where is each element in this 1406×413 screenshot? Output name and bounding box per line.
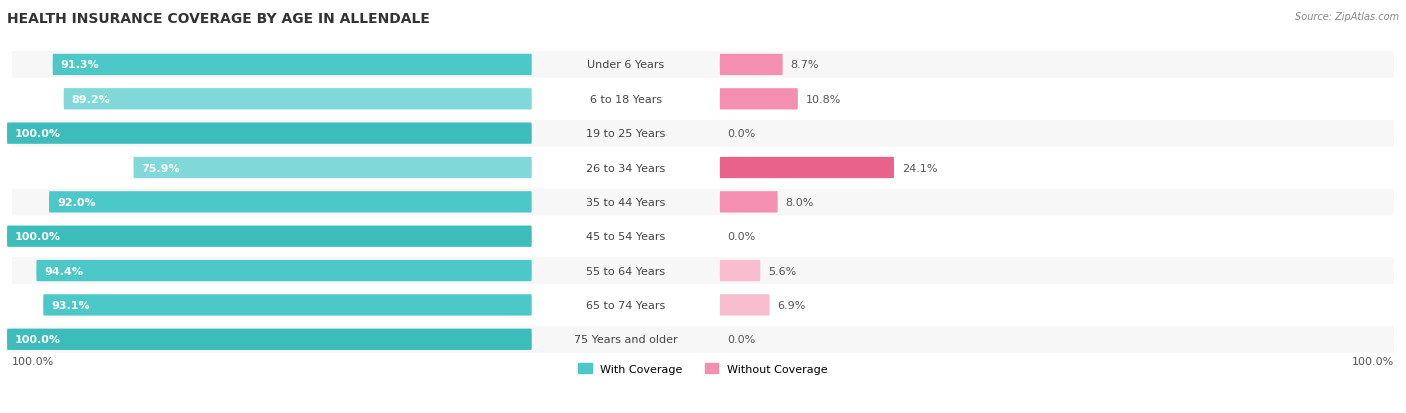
Text: HEALTH INSURANCE COVERAGE BY AGE IN ALLENDALE: HEALTH INSURANCE COVERAGE BY AGE IN ALLE…	[7, 12, 430, 26]
Text: 8.0%: 8.0%	[786, 197, 814, 207]
Text: 24.1%: 24.1%	[901, 163, 938, 173]
FancyBboxPatch shape	[720, 192, 778, 213]
FancyBboxPatch shape	[44, 294, 531, 316]
FancyBboxPatch shape	[13, 223, 1393, 250]
FancyBboxPatch shape	[13, 258, 1393, 284]
Text: Under 6 Years: Under 6 Years	[588, 60, 665, 70]
Text: Source: ZipAtlas.com: Source: ZipAtlas.com	[1295, 12, 1399, 22]
FancyBboxPatch shape	[720, 55, 783, 76]
FancyBboxPatch shape	[13, 121, 1393, 147]
FancyBboxPatch shape	[49, 192, 531, 213]
Text: 100.0%: 100.0%	[1351, 356, 1393, 366]
Text: 94.4%: 94.4%	[45, 266, 83, 276]
FancyBboxPatch shape	[7, 123, 531, 145]
Text: 6 to 18 Years: 6 to 18 Years	[589, 95, 662, 104]
FancyBboxPatch shape	[13, 86, 1393, 113]
Text: 93.1%: 93.1%	[51, 300, 90, 310]
Text: 10.8%: 10.8%	[806, 95, 841, 104]
Text: 0.0%: 0.0%	[728, 335, 756, 344]
FancyBboxPatch shape	[7, 226, 531, 247]
Text: 75.9%: 75.9%	[142, 163, 180, 173]
FancyBboxPatch shape	[63, 89, 531, 110]
Text: 100.0%: 100.0%	[15, 129, 60, 139]
Text: 100.0%: 100.0%	[15, 232, 60, 242]
Text: 0.0%: 0.0%	[728, 129, 756, 139]
FancyBboxPatch shape	[720, 89, 797, 110]
Text: 5.6%: 5.6%	[768, 266, 796, 276]
Text: 65 to 74 Years: 65 to 74 Years	[586, 300, 665, 310]
Text: 89.2%: 89.2%	[72, 95, 110, 104]
Text: 35 to 44 Years: 35 to 44 Years	[586, 197, 665, 207]
Text: 92.0%: 92.0%	[56, 197, 96, 207]
FancyBboxPatch shape	[13, 326, 1393, 353]
FancyBboxPatch shape	[13, 52, 1393, 78]
Text: 91.3%: 91.3%	[60, 60, 100, 70]
FancyBboxPatch shape	[13, 292, 1393, 318]
FancyBboxPatch shape	[13, 155, 1393, 181]
Text: 0.0%: 0.0%	[728, 232, 756, 242]
Text: 26 to 34 Years: 26 to 34 Years	[586, 163, 665, 173]
FancyBboxPatch shape	[37, 260, 531, 282]
Text: 100.0%: 100.0%	[13, 356, 55, 366]
Text: 6.9%: 6.9%	[778, 300, 806, 310]
Text: 8.7%: 8.7%	[790, 60, 820, 70]
Text: 19 to 25 Years: 19 to 25 Years	[586, 129, 665, 139]
FancyBboxPatch shape	[7, 329, 531, 350]
FancyBboxPatch shape	[720, 260, 761, 282]
Text: 55 to 64 Years: 55 to 64 Years	[586, 266, 665, 276]
Text: 75 Years and older: 75 Years and older	[574, 335, 678, 344]
Text: 45 to 54 Years: 45 to 54 Years	[586, 232, 665, 242]
FancyBboxPatch shape	[13, 189, 1393, 216]
FancyBboxPatch shape	[720, 157, 894, 179]
Text: 100.0%: 100.0%	[15, 335, 60, 344]
Legend: With Coverage, Without Coverage: With Coverage, Without Coverage	[578, 363, 828, 374]
FancyBboxPatch shape	[134, 157, 531, 179]
FancyBboxPatch shape	[720, 294, 769, 316]
FancyBboxPatch shape	[52, 55, 531, 76]
